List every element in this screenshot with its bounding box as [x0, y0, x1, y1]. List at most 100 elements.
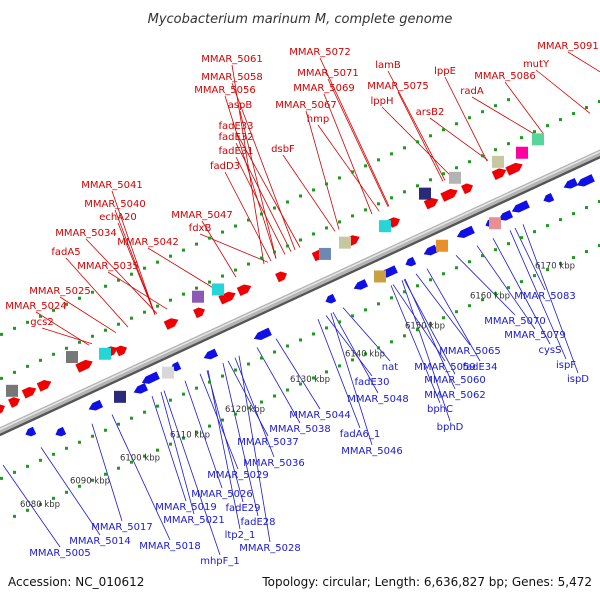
tick-dot	[286, 244, 289, 248]
tick-dot	[273, 250, 276, 254]
tick-dot	[52, 352, 55, 356]
reverse-gene-arrow	[203, 348, 219, 360]
tick-dot	[429, 322, 432, 326]
tick-dot	[403, 290, 406, 294]
reverse-gene-label: ispD	[567, 374, 589, 385]
tick-dot	[195, 242, 198, 246]
tick-dot	[130, 272, 133, 276]
forward-gene-label: fdxB	[189, 223, 212, 234]
tick-dot	[377, 158, 380, 162]
tick-dot	[390, 196, 393, 200]
tick-dot	[520, 236, 523, 240]
tick-dot	[351, 314, 354, 318]
reverse-leader-line	[160, 391, 195, 515]
reverse-leader-line	[199, 373, 239, 470]
tick-dot	[26, 464, 29, 468]
forward-leader-line	[231, 82, 296, 250]
forward-leader-line	[85, 238, 158, 314]
reverse-leader-line	[91, 423, 123, 522]
feature-box	[374, 270, 386, 283]
reverse-gene-label: MMAR_5038	[269, 424, 331, 435]
forward-gene-label: MMAR_5072	[289, 47, 351, 58]
tick-dot	[247, 406, 250, 410]
forward-gene-arrow	[461, 183, 473, 195]
tick-dot	[325, 226, 328, 230]
forward-gene-label: MMAR_5035	[77, 261, 139, 272]
tick-dot	[234, 224, 237, 228]
reverse-leader-line	[163, 390, 221, 556]
reverse-gene-labels: MMAR_5083 MMAR_5070 MMAR_5079 cysS ispF ispD M…	[29, 291, 589, 567]
tick-dot	[26, 320, 29, 324]
reverse-leader-line	[206, 370, 244, 503]
tick-dot	[403, 190, 406, 194]
tick-dot	[143, 454, 146, 458]
tick-dot	[442, 128, 445, 132]
forward-gene-arrow	[275, 271, 287, 283]
tick-dot	[0, 332, 3, 336]
forward-gene-arrow	[440, 188, 458, 202]
tick-dot	[286, 388, 289, 392]
tick-dot	[260, 212, 263, 216]
forward-gene-label: aspB	[228, 100, 253, 111]
tick-dot	[0, 376, 3, 380]
tick-dot	[52, 452, 55, 456]
tick-dot	[195, 386, 198, 390]
gene-features	[0, 133, 595, 437]
reverse-leader-line	[509, 230, 567, 360]
feature-box	[319, 247, 331, 260]
reverse-gene-label: MMAR_5005	[29, 548, 91, 559]
forward-gene-arrow	[491, 168, 507, 180]
forward-leader-line	[504, 81, 545, 135]
tick-dot	[52, 496, 55, 500]
tick-dot	[442, 316, 445, 320]
tick-label: 6140 kbp	[345, 349, 385, 359]
reverse-gene-arrow	[456, 225, 475, 239]
forward-gene-labels: MMAR_5061 MMAR_5072 MMAR_5091 MMAR_5058 MMAR…	[5, 41, 599, 328]
tick-dot	[455, 122, 458, 126]
feature-box	[489, 217, 501, 230]
tick-dot	[585, 206, 588, 210]
forward-gene-label: MMAR_5071	[297, 68, 359, 79]
reverse-gene-arrow	[25, 426, 37, 437]
tick-dot	[572, 212, 575, 216]
reverse-gene-label: ltp2_1	[225, 530, 256, 541]
forward-gene-label: MMAR_5069	[293, 83, 355, 94]
reverse-gene-label: MMAR_5083	[514, 291, 576, 302]
tick-dot	[416, 284, 419, 288]
reverse-gene-label: bphD	[437, 422, 464, 433]
forward-leader-line	[444, 76, 488, 162]
tick-dot	[247, 218, 250, 222]
tick-dot	[455, 166, 458, 170]
tick-dot	[91, 434, 94, 438]
tick-dot	[442, 172, 445, 176]
tick-dot	[65, 346, 68, 350]
tick-dot	[338, 364, 341, 368]
tick-dot	[559, 262, 562, 266]
tick-dot	[299, 238, 302, 242]
reverse-gene-arrow	[133, 382, 149, 394]
reverse-leader-line	[522, 224, 579, 374]
forward-leader-line	[147, 247, 214, 289]
tick-dot	[104, 284, 107, 288]
reverse-gene-label: fadE34	[462, 362, 497, 373]
tick-dot	[78, 340, 81, 344]
forward-leader-line	[429, 117, 489, 161]
tick-dot	[468, 116, 471, 120]
tick-dot	[65, 302, 68, 306]
tick-dot	[585, 250, 588, 254]
feature-box	[492, 155, 504, 168]
reverse-gene-arrow	[543, 192, 555, 203]
reverse-gene-label: MMAR_5029	[207, 470, 269, 481]
forward-gene-label: MMAR_5067	[275, 100, 337, 111]
tick-dot	[312, 376, 315, 380]
reverse-gene-label: MMAR_5021	[163, 515, 225, 526]
tick-dot	[377, 202, 380, 206]
reverse-gene-label: MMAR_5014	[69, 536, 131, 547]
tick-dot	[39, 458, 42, 462]
tick-dot	[507, 142, 510, 146]
reverse-gene-label: MMAR_5079	[504, 330, 566, 341]
forward-gene-label: hmp	[307, 114, 329, 125]
tick-dot	[117, 422, 120, 426]
forward-leader-line	[235, 142, 292, 252]
forward-leader-line	[387, 70, 446, 181]
